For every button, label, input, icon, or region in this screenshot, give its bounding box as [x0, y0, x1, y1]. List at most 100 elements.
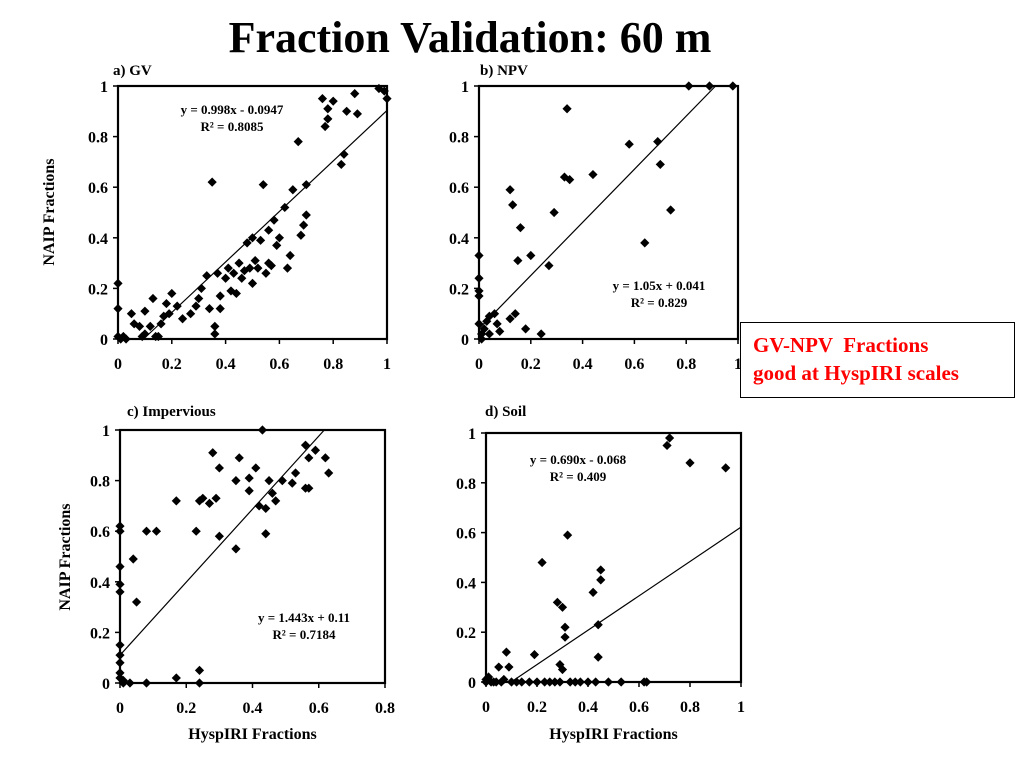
data-point	[328, 96, 338, 106]
regression-equation: y = 1.05x + 0.041	[613, 278, 706, 293]
data-point	[301, 180, 311, 190]
data-point	[299, 220, 309, 230]
data-point	[301, 210, 311, 220]
y-tick-label: 0.6	[449, 180, 469, 197]
data-point	[269, 215, 279, 225]
r-squared: R² = 0.7184	[273, 627, 336, 642]
data-point	[593, 652, 603, 662]
data-point	[537, 557, 547, 568]
y-tick-label: 0	[100, 332, 108, 349]
data-point	[304, 453, 314, 463]
y-tick-label: 0.4	[456, 575, 476, 592]
data-point	[267, 488, 277, 498]
data-point	[483, 672, 494, 682]
data-point	[266, 261, 276, 271]
data-point	[545, 677, 555, 687]
data-point	[540, 677, 550, 687]
data-point	[482, 316, 492, 326]
data-point	[257, 425, 268, 435]
data-point	[214, 463, 224, 473]
data-point	[492, 319, 502, 329]
data-point	[167, 288, 177, 299]
y-tick-label: 0	[468, 675, 476, 692]
x-tick-label: 0	[116, 700, 124, 717]
data-point	[352, 109, 363, 119]
data-point	[560, 632, 570, 642]
data-point	[204, 498, 215, 508]
data-point	[494, 662, 504, 672]
data-point	[202, 271, 212, 281]
page-title: Fraction Validation: 60 m	[228, 13, 712, 62]
y-tick-label: 0.6	[88, 180, 108, 197]
data-point	[164, 309, 174, 319]
data-point	[596, 565, 606, 575]
data-point	[261, 529, 271, 539]
data-point	[642, 677, 652, 687]
data-point	[196, 283, 206, 293]
x-axis-label: HyspIRI Fractions	[188, 726, 316, 743]
trendline	[119, 429, 325, 656]
data-point	[153, 331, 163, 342]
x-tick-label: 0.4	[573, 356, 593, 373]
data-point	[215, 304, 225, 314]
x-tick-label: 0	[475, 356, 483, 373]
data-point	[317, 94, 328, 104]
chart-1: a) GV 0 0.2 0.4 0.6 0.8 1 0 0.2 0.4 0.6 0.8 1 NAIP Fr…	[41, 63, 392, 373]
data-point	[310, 445, 321, 455]
data-point	[261, 268, 271, 278]
data-point	[684, 81, 694, 91]
data-point	[159, 311, 169, 321]
data-point	[296, 230, 306, 240]
data-point	[563, 530, 573, 540]
data-point	[489, 309, 500, 319]
data-point	[662, 440, 672, 451]
data-point	[247, 233, 258, 243]
data-point	[552, 597, 562, 607]
y-tick-label: 0	[461, 332, 469, 349]
data-point	[231, 476, 241, 486]
data-point	[495, 326, 505, 337]
data-point	[474, 273, 484, 283]
data-point	[350, 88, 360, 99]
data-point	[115, 562, 125, 572]
data-point	[194, 496, 205, 506]
data-point	[505, 185, 515, 195]
data-point	[591, 677, 601, 687]
y-tick-label: 1	[102, 423, 110, 440]
data-point	[141, 526, 152, 536]
data-point	[115, 650, 125, 660]
data-point	[171, 496, 181, 506]
x-tick-label: 1	[734, 356, 742, 373]
data-point	[287, 478, 297, 488]
data-point	[186, 309, 196, 319]
plot-frame	[116, 84, 389, 341]
data-point	[255, 235, 266, 245]
data-point	[231, 288, 241, 299]
data-point	[115, 668, 125, 678]
data-point	[304, 483, 314, 493]
x-tick-label: 0.6	[309, 700, 329, 717]
data-point	[244, 473, 254, 483]
x-tick-label: 0.8	[676, 356, 696, 373]
data-point	[501, 647, 511, 657]
data-point	[583, 677, 593, 687]
data-point	[231, 544, 241, 554]
data-point	[285, 250, 295, 261]
data-point	[194, 293, 204, 304]
data-point	[280, 202, 290, 213]
y-axis-label: NAIP Fractions	[57, 503, 74, 610]
data-point	[484, 311, 494, 321]
data-point	[115, 579, 125, 589]
data-point	[208, 448, 218, 458]
data-point	[476, 334, 487, 344]
chart-title: a) GV	[113, 63, 152, 79]
regression-equation: y = 0.690x - 0.068	[530, 452, 627, 467]
r-squared: R² = 0.829	[631, 295, 688, 310]
data-point	[339, 149, 349, 159]
data-point	[264, 476, 274, 486]
data-point	[474, 319, 484, 329]
data-point	[282, 263, 293, 273]
data-point	[524, 677, 534, 687]
data-point	[210, 329, 220, 339]
